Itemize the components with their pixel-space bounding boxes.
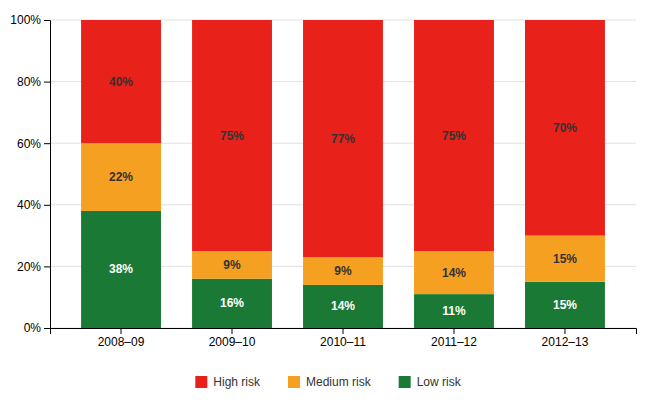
chart: 2008–09 2009–10 2010–11 2011–12 2012–13 0% 20%… [0, 0, 656, 400]
x-tick: 2012–13 [542, 328, 589, 349]
y-tick-label: 60% [17, 137, 41, 151]
data-label: 15% [553, 252, 577, 266]
bar [303, 257, 383, 285]
y-tick-mark [44, 143, 50, 144]
y-tick: 20% [17, 260, 50, 274]
data-label: 11% [442, 304, 466, 318]
x-axis: 2008–09 2009–10 2010–11 2011–12 2012–13 [51, 328, 637, 349]
y-tick-label: 0% [24, 321, 42, 335]
bar [525, 236, 605, 282]
bars [81, 20, 605, 328]
x-tick: 2008–09 [98, 328, 145, 349]
grid [50, 20, 636, 328]
data-label: 16% [220, 296, 244, 310]
x-tick-mark [453, 328, 454, 334]
x-tick-label: 2010–11 [320, 335, 366, 349]
legend-swatch [195, 376, 207, 388]
x-tick-mark [121, 328, 122, 334]
y-tick-mark [44, 205, 50, 206]
x-tick-label: 2008–09 [98, 335, 145, 349]
y-tick: 40% [17, 198, 50, 212]
y-tick-mark [44, 266, 50, 267]
data-label: 9% [223, 258, 241, 272]
y-tick: 80% [17, 75, 50, 89]
data-label: 14% [331, 299, 355, 313]
x-axis-line [51, 329, 637, 335]
x-tick-mark [232, 328, 233, 334]
legend-item: Medium risk [288, 375, 372, 389]
x-tick: 2010–11 [320, 328, 366, 349]
bar [303, 20, 383, 257]
data-label: 77% [331, 132, 355, 146]
bar [192, 251, 272, 279]
series [81, 20, 605, 257]
data-label: 9% [334, 264, 352, 278]
data-label: 70% [553, 121, 577, 135]
plot: 2008–09 2009–10 2010–11 2011–12 2012–13 0% 20%… [10, 13, 636, 348]
legend-swatch [399, 376, 411, 388]
y-tick-mark [44, 328, 50, 329]
data-label: 15% [553, 298, 577, 312]
data-label: 14% [442, 266, 466, 280]
data-labels: 38% 16% 14% 11% 15% 22% 9% 9% 14% 15% 40% 75% 77% 75%… [109, 75, 577, 318]
bar [525, 20, 605, 236]
legend-item: High risk [195, 375, 261, 389]
bar [81, 20, 161, 143]
data-label: 75% [442, 129, 466, 143]
bar [414, 251, 494, 294]
x-tick: 2011–12 [431, 328, 477, 349]
bar [81, 211, 161, 328]
bar [525, 282, 605, 328]
bar [192, 20, 272, 251]
bar [192, 279, 272, 328]
y-axis-line [44, 21, 51, 329]
x-tick-mark [343, 328, 344, 334]
bar [414, 294, 494, 328]
y-tick-label: 20% [17, 260, 41, 274]
x-tick-label: 2009–10 [209, 335, 256, 349]
y-tick: 60% [17, 137, 50, 151]
x-tick-label: 2011–12 [431, 335, 477, 349]
y-tick-label: 40% [17, 198, 41, 212]
legend-label: Medium risk [306, 375, 372, 389]
y-axis: 0% 20% 40% 60% 80% 100% [10, 13, 50, 335]
y-tick-label: 100% [10, 13, 41, 27]
x-tick-mark [564, 328, 565, 334]
bar [414, 20, 494, 251]
bar [303, 285, 383, 328]
y-tick-label: 80% [17, 75, 41, 89]
x-tick: 2009–10 [209, 328, 256, 349]
y-tick-mark [44, 82, 50, 83]
y-tick: 0% [24, 321, 50, 335]
bar [81, 143, 161, 211]
x-tick-label: 2012–13 [542, 335, 589, 349]
legend: High risk Medium risk Low risk [195, 375, 461, 389]
data-label: 22% [109, 170, 133, 184]
y-tick: 100% [10, 13, 50, 27]
y-tick-mark [44, 20, 50, 21]
data-label: 40% [109, 75, 133, 89]
data-label: 75% [220, 129, 244, 143]
data-label: 38% [109, 262, 133, 276]
legend-label: High risk [213, 375, 261, 389]
legend-item: Low risk [399, 375, 462, 389]
legend-swatch [288, 376, 300, 388]
legend-label: Low risk [417, 375, 462, 389]
